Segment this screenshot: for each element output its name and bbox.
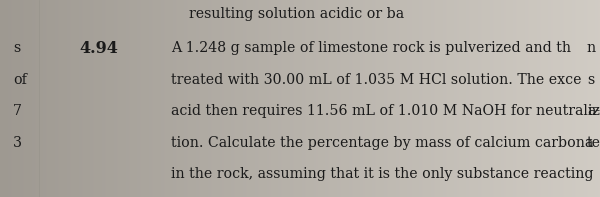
Text: treated with 30.00 mL of 1.035 M HCl solution. The exce: treated with 30.00 mL of 1.035 M HCl sol… <box>171 73 581 87</box>
Text: tion. Calculate the percentage by mass of calcium carbona: tion. Calculate the percentage by mass o… <box>171 136 593 150</box>
Text: s: s <box>13 41 20 55</box>
Text: 7: 7 <box>13 104 22 118</box>
Text: s: s <box>587 73 594 87</box>
Text: 4.94: 4.94 <box>79 40 118 57</box>
Text: A 1.248 g sample of limestone rock is pulverized and th: A 1.248 g sample of limestone rock is pu… <box>171 41 571 55</box>
Text: a-: a- <box>587 104 600 118</box>
Text: n: n <box>587 41 596 55</box>
Text: in the rock, assuming that it is the only substance reacting: in the rock, assuming that it is the onl… <box>171 167 593 181</box>
Text: of: of <box>13 73 27 87</box>
Text: te: te <box>587 136 600 150</box>
Text: 3: 3 <box>13 136 22 150</box>
Text: resulting solution acidic or ba: resulting solution acidic or ba <box>189 7 404 21</box>
Text: acid then requires 11.56 mL of 1.010 M NaOH for neutraliz: acid then requires 11.56 mL of 1.010 M N… <box>171 104 600 118</box>
